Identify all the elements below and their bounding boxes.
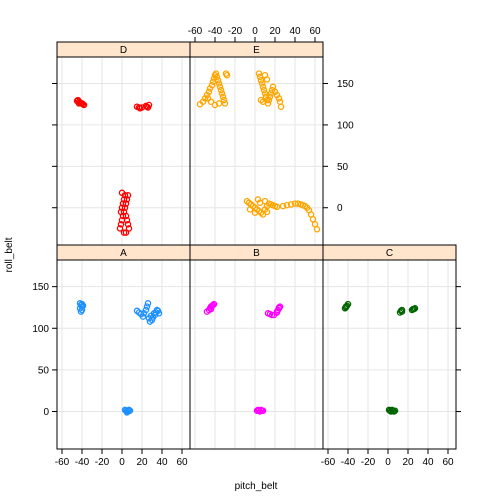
x-tick-label: -20 (228, 26, 243, 37)
strip-label: B (253, 248, 260, 259)
x-tick-label: 40 (422, 457, 434, 468)
x-tick-label: -20 (95, 457, 110, 468)
y-tick-label: 150 (32, 282, 49, 293)
x-tick-label: 20 (269, 26, 281, 37)
x-tick-label: 0 (385, 457, 391, 468)
x-tick-label: 20 (402, 457, 414, 468)
panel-border (190, 245, 323, 449)
x-tick-label: 60 (309, 26, 321, 37)
x-tick-label: -60 (55, 457, 70, 468)
x-tick-label: 40 (289, 26, 301, 37)
x-tick-label: -40 (208, 26, 223, 37)
data-point (277, 99, 282, 104)
y-tick-label: 0 (43, 407, 49, 418)
panel-C: C -60 -40 -20 0 20 40 60 (321, 245, 461, 468)
panel-A: A -60 -40 -20 0 20 40 60 0 50 100 150 (32, 245, 190, 468)
y-tick-label-right: 50 (337, 162, 349, 173)
x-tick-label: -20 (361, 457, 376, 468)
x-tick-label: 20 (136, 457, 148, 468)
strip-label: E (253, 45, 260, 56)
strip-label: C (386, 248, 393, 259)
x-tick-label: -40 (75, 457, 90, 468)
panel-D: D (52, 42, 190, 245)
data-point (222, 101, 227, 106)
panel-border (57, 245, 190, 449)
y-tick-label-right: 100 (337, 120, 354, 131)
x-tick-label: -60 (321, 457, 336, 468)
data-point (145, 301, 150, 306)
y-axis-label: roll_belt (4, 237, 15, 272)
strip-label: D (120, 45, 127, 56)
y-tick-label-right: 0 (337, 203, 343, 214)
x-axis-label: pitch_belt (235, 481, 278, 492)
y-tick-label-right: 150 (337, 79, 354, 90)
x-tick-label: 0 (252, 26, 258, 37)
x-tick-label: 40 (156, 457, 168, 468)
x-tick-label: -60 (188, 26, 203, 37)
data-point (262, 199, 267, 204)
panel-border (323, 245, 456, 449)
x-tick-label: -40 (341, 457, 356, 468)
x-tick-label: 60 (176, 457, 188, 468)
data-point (278, 104, 283, 109)
x-tick-label: 60 (442, 457, 454, 468)
x-tick-label: 0 (119, 457, 125, 468)
strip-label: A (120, 248, 127, 259)
panel-E: E -60 -40 -20 0 20 40 60 0 50 100 150 (188, 26, 354, 245)
panel-B: B (190, 245, 323, 449)
y-tick-label: 100 (32, 324, 49, 335)
y-tick-label: 50 (38, 365, 50, 376)
